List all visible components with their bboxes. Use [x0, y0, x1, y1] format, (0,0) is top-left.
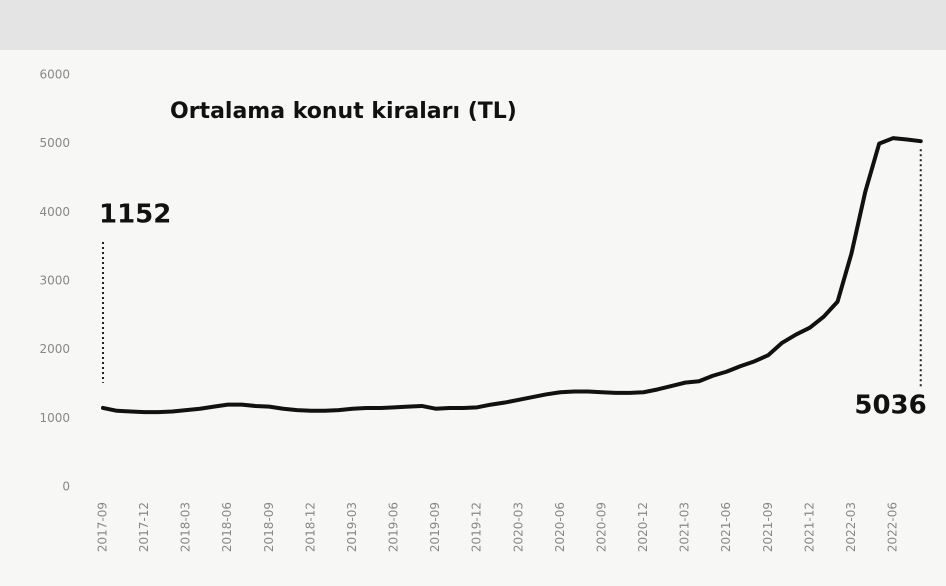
line [101, 136, 923, 415]
x-tick-label: 2020-06 [553, 502, 567, 552]
x-tick-label: 2021-09 [761, 502, 775, 552]
x-tick-label: 2019-03 [345, 502, 359, 552]
y-tick-label: 4000 [39, 205, 70, 219]
y-tick-label: 5000 [39, 136, 70, 150]
y-tick-label: 3000 [39, 274, 70, 288]
x-tick-label: 2019-12 [470, 502, 484, 552]
x-tick-label: 2020-03 [511, 502, 525, 552]
y-tick-label: 6000 [39, 68, 70, 82]
x-tick-label: 2019-09 [428, 502, 442, 552]
x-tick-label: 2022-03 [844, 502, 858, 552]
x-tick-label: 2018-03 [179, 502, 193, 552]
x-tick-label: 2018-12 [303, 502, 317, 552]
x-tick-label: 2019-06 [387, 502, 401, 552]
chart-title: Ortalama konut kiraları (TL) [170, 99, 517, 124]
data-label: 1152 [99, 200, 171, 230]
x-tick-label: 2017-09 [96, 502, 110, 552]
x-tick-label: 2021-06 [719, 502, 733, 552]
y-tick-label: 2000 [39, 342, 70, 356]
x-tick-label: 2020-09 [594, 502, 608, 552]
x-tick-label: 2018-09 [262, 502, 276, 552]
x-tick-label: 2022-06 [886, 502, 900, 552]
data-label: 5036 [854, 391, 926, 421]
y-tick-label: 0 [62, 480, 70, 494]
y-tick-label: 1000 [39, 411, 70, 425]
x-tick-label: 2020-12 [636, 502, 650, 552]
x-tick-label: 2017-12 [137, 502, 151, 552]
top-band [0, 0, 946, 50]
x-tick-label: 2018-06 [220, 502, 234, 552]
x-tick-label: 2021-03 [678, 502, 692, 552]
x-tick-label: 2021-12 [802, 502, 816, 552]
